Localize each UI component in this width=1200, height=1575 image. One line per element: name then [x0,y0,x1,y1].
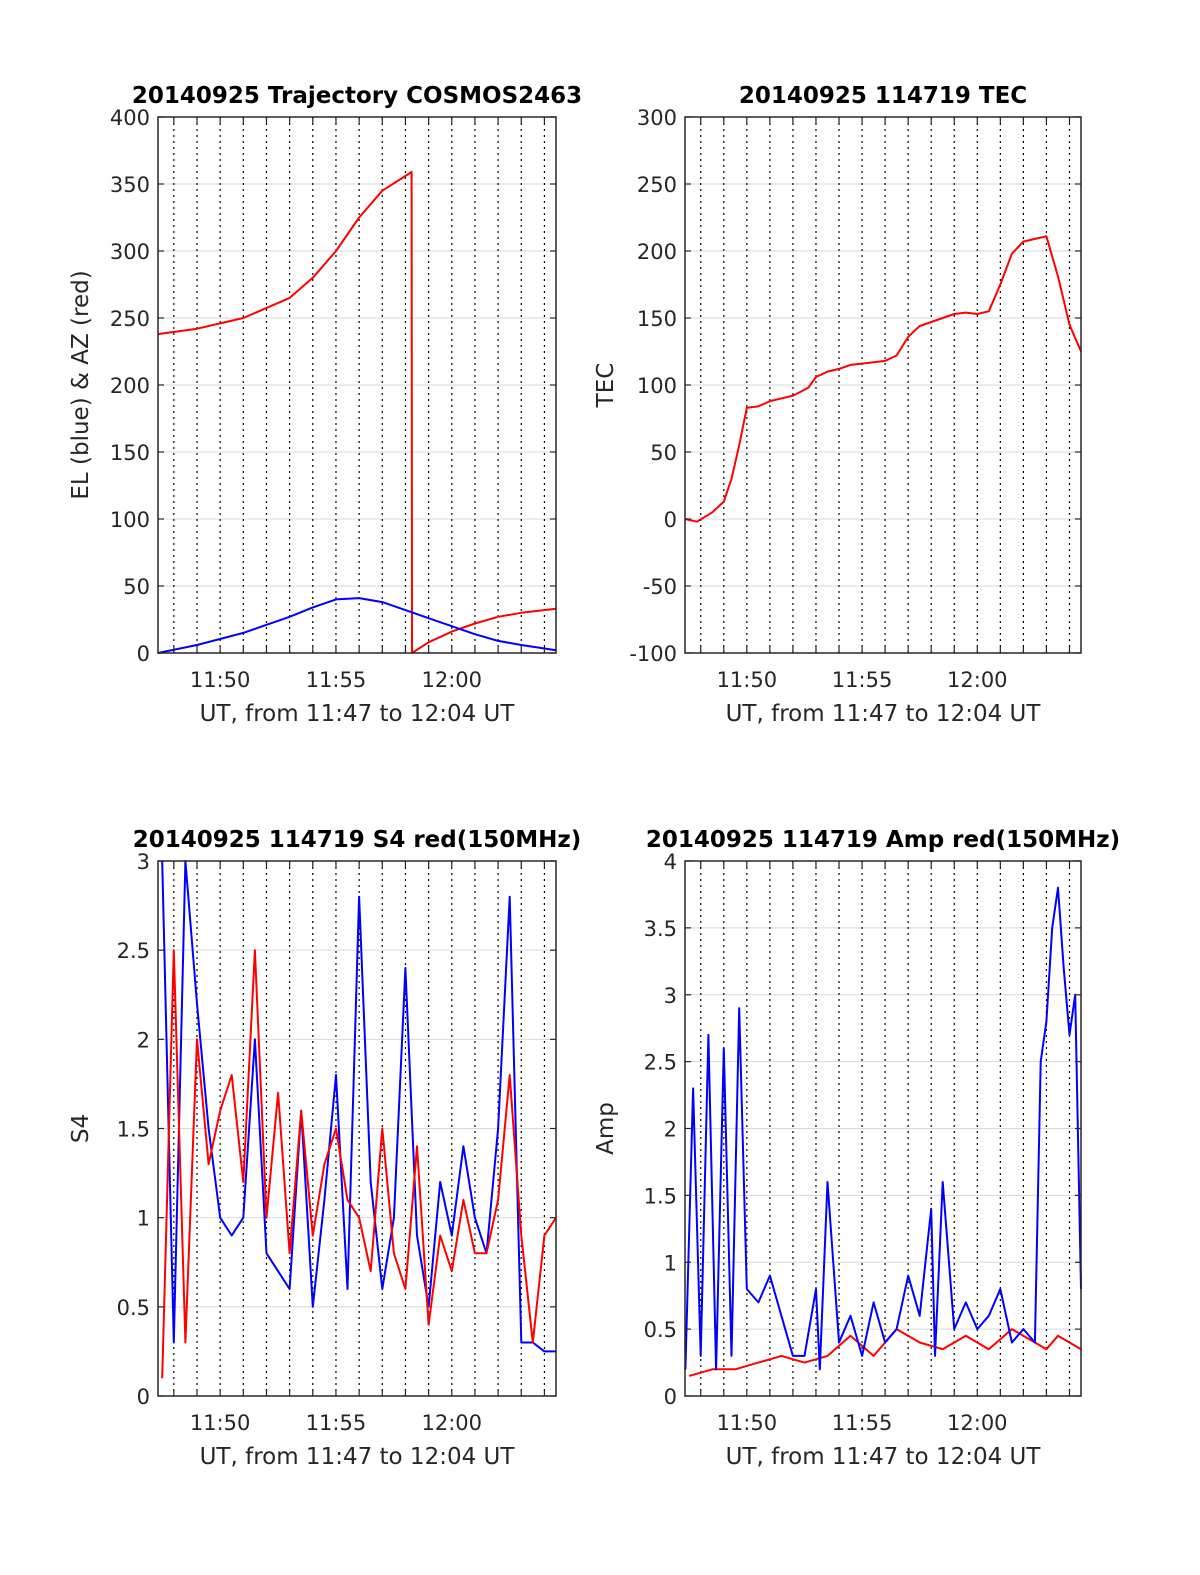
y-tick-label: 1 [137,1207,150,1231]
series-blue-line [684,886,1082,1371]
chart-title: 20140925 114719 Amp red(150MHz) [646,827,1120,853]
y-tick-label: 150 [110,441,150,465]
x-tick-label: 12:00 [947,1411,1008,1435]
y-tick-label: 250 [110,307,150,331]
series-blue-line [157,597,557,654]
series-red-line [157,170,557,654]
y-tick-label: 0.5 [644,1318,677,1342]
y-tick-label: 1.5 [117,1118,150,1142]
x-axis-label: UT, from 11:47 to 12:04 UT [726,701,1042,727]
y-tick-label: 250 [637,173,677,197]
chart-s4: 0 0.5 1 1.5 2 2.5 3 11:50 11:55 12:00 20140925 114… [68,827,581,1470]
y-tick-label: 1.5 [644,1184,677,1208]
x-axis-label: UT, from 11:47 to 12:04 UT [726,1444,1042,1470]
chart-amp: 0 0.5 1 1.5 2 2.5 3 3.5 4 11:50 11:55 12:00 20140925… [593,827,1120,1470]
y-tick-label: 50 [650,441,677,465]
y-axis-label: TEC [593,363,619,409]
x-tick-label: 11:50 [190,668,251,692]
y-tick-label: 2.5 [117,939,150,963]
y-tick-label: 2 [137,1028,150,1052]
y-tick-label: 0.5 [117,1296,150,1320]
y-tick-label: 400 [110,106,150,130]
y-tick-label: 200 [110,374,150,398]
y-tick-label: 300 [637,106,677,130]
x-tick-label: 11:50 [717,1411,778,1435]
chart-title: 20140925 114719 S4 red(150MHz) [133,827,582,853]
x-tick-label: 11:50 [190,1411,251,1435]
y-tick-label: 0 [137,1385,150,1409]
y-tick-label: 150 [637,307,677,331]
series-red-line [688,1328,1082,1377]
x-axis-label: UT, from 11:47 to 12:04 UT [200,701,516,727]
series-blue-line [161,860,556,1353]
y-tick-label: 300 [110,240,150,264]
y-tick-label: -50 [643,575,677,599]
y-tick-label: 3 [137,850,150,874]
y-tick-label: 2 [664,1118,677,1142]
y-tick-label: 100 [637,374,677,398]
y-tick-label: 100 [110,508,150,532]
chart-tec: -100 -50 0 50 100 150 200 250 300 11:50 11:55 12:00… [593,83,1082,727]
x-tick-label: 12:00 [422,1411,483,1435]
chart-trajectory: 0 50 100 150 200 250 300 350 400 11:50 11:55 12:00 2… [68,83,582,727]
chart-title: 20140925 Trajectory COSMOS2463 [132,83,582,109]
series-red-line [161,949,557,1379]
x-axis-label: UT, from 11:47 to 12:04 UT [200,1444,516,1470]
y-tick-label: 350 [110,173,150,197]
y-axis-label: Amp [593,1102,619,1155]
x-tick-label: 11:55 [306,668,367,692]
x-tick-label: 12:00 [947,668,1008,692]
y-tick-label: 0 [664,508,677,532]
y-tick-label: -100 [629,642,677,666]
x-tick-label: 11:55 [306,1411,367,1435]
series-red-line [684,235,1082,523]
x-tick-label: 12:00 [422,668,483,692]
y-axis-label: S4 [68,1114,94,1143]
y-axis-label: EL (blue) & AZ (red) [68,270,94,499]
y-tick-label: 0 [664,1385,677,1409]
x-tick-label: 11:50 [717,668,778,692]
y-tick-label: 1 [664,1251,677,1275]
y-tick-label: 2.5 [644,1051,677,1075]
y-tick-label: 3.5 [644,917,677,941]
chart-title: 20140925 114719 TEC [739,83,1027,109]
y-tick-label: 3 [664,984,677,1008]
x-tick-label: 11:55 [832,668,893,692]
y-tick-label: 0 [137,642,150,666]
y-tick-label: 200 [637,240,677,264]
y-tick-label: 50 [123,575,150,599]
x-tick-label: 11:55 [832,1411,893,1435]
y-tick-label: 4 [664,850,677,874]
